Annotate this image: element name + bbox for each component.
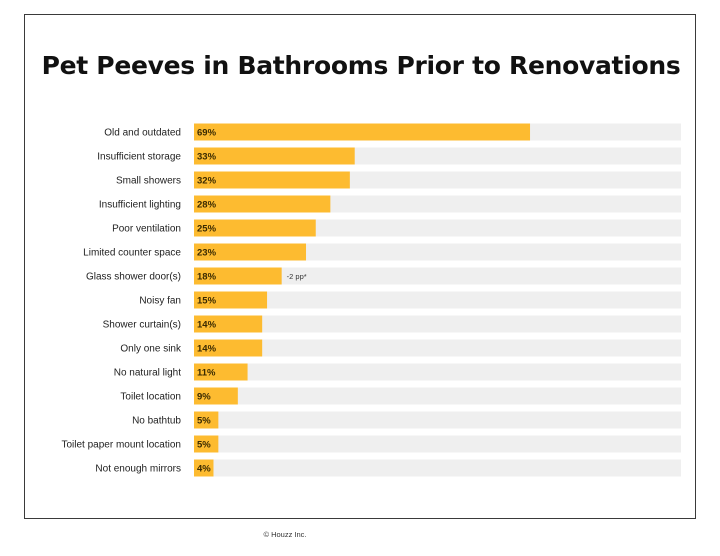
value-label: 9% — [197, 392, 211, 403]
bar — [194, 387, 238, 405]
bar-track — [194, 339, 681, 357]
category-label: Limited counter space — [83, 248, 181, 259]
category-label: Poor ventilation — [112, 224, 181, 235]
bar — [194, 315, 263, 333]
annotation-label: -2 pp* — [287, 272, 307, 281]
value-label: 23% — [197, 248, 217, 259]
category-label: Insufficient storage — [97, 152, 181, 163]
bar — [194, 219, 316, 237]
bar — [194, 123, 531, 141]
category-label: Small showers — [116, 176, 181, 187]
bar-track — [194, 315, 681, 333]
category-label: Noisy fan — [139, 296, 181, 307]
value-label: 25% — [197, 224, 217, 235]
bar-track — [194, 435, 681, 453]
bar — [194, 243, 307, 261]
value-label: 5% — [197, 440, 211, 451]
category-label: Old and outdated — [104, 128, 181, 139]
value-label: 14% — [197, 320, 217, 331]
category-label: Not enough mirrors — [95, 464, 181, 475]
bar — [194, 339, 263, 357]
bar — [194, 435, 219, 453]
bar-track — [194, 267, 681, 285]
value-label: 18% — [197, 272, 217, 283]
bar — [194, 411, 219, 429]
bar — [194, 459, 214, 477]
category-label: Toilet location — [120, 392, 181, 403]
chart-title: Pet Peeves in Bathrooms Prior to Renovat… — [41, 51, 681, 80]
bar — [194, 363, 248, 381]
category-label: Insufficient lighting — [99, 200, 181, 211]
bar — [194, 267, 282, 285]
bar — [194, 171, 350, 189]
value-label: 32% — [197, 176, 217, 187]
bar — [194, 147, 355, 165]
value-label: 5% — [197, 416, 211, 427]
value-label: 28% — [197, 200, 217, 211]
category-label: No bathtub — [132, 416, 181, 427]
value-label: 69% — [197, 128, 217, 139]
bar-track — [194, 411, 681, 429]
bar — [194, 291, 268, 309]
value-label: 15% — [197, 296, 217, 307]
category-label: Only one sink — [120, 344, 182, 355]
bar-track — [194, 291, 681, 309]
bar — [194, 195, 331, 213]
category-label: No natural light — [114, 368, 181, 379]
bar-track — [194, 363, 681, 381]
value-label: 14% — [197, 344, 217, 355]
category-label: Shower curtain(s) — [103, 320, 181, 331]
value-label: 4% — [197, 464, 211, 475]
bar-track — [194, 459, 681, 477]
bar-track — [194, 387, 681, 405]
chart-slide: Pet Peeves in Bathrooms Prior to Renovat… — [24, 14, 696, 519]
value-label: 33% — [197, 152, 217, 163]
value-label: 11% — [197, 368, 216, 379]
copyright-text: © Houzz Inc. — [263, 530, 307, 539]
bar-chart: Old and outdated 69% Insufficient storage 3… — [61, 123, 681, 477]
category-label: Toilet paper mount location — [61, 440, 181, 451]
category-label: Glass shower door(s) — [86, 272, 181, 283]
bar-track — [194, 243, 681, 261]
